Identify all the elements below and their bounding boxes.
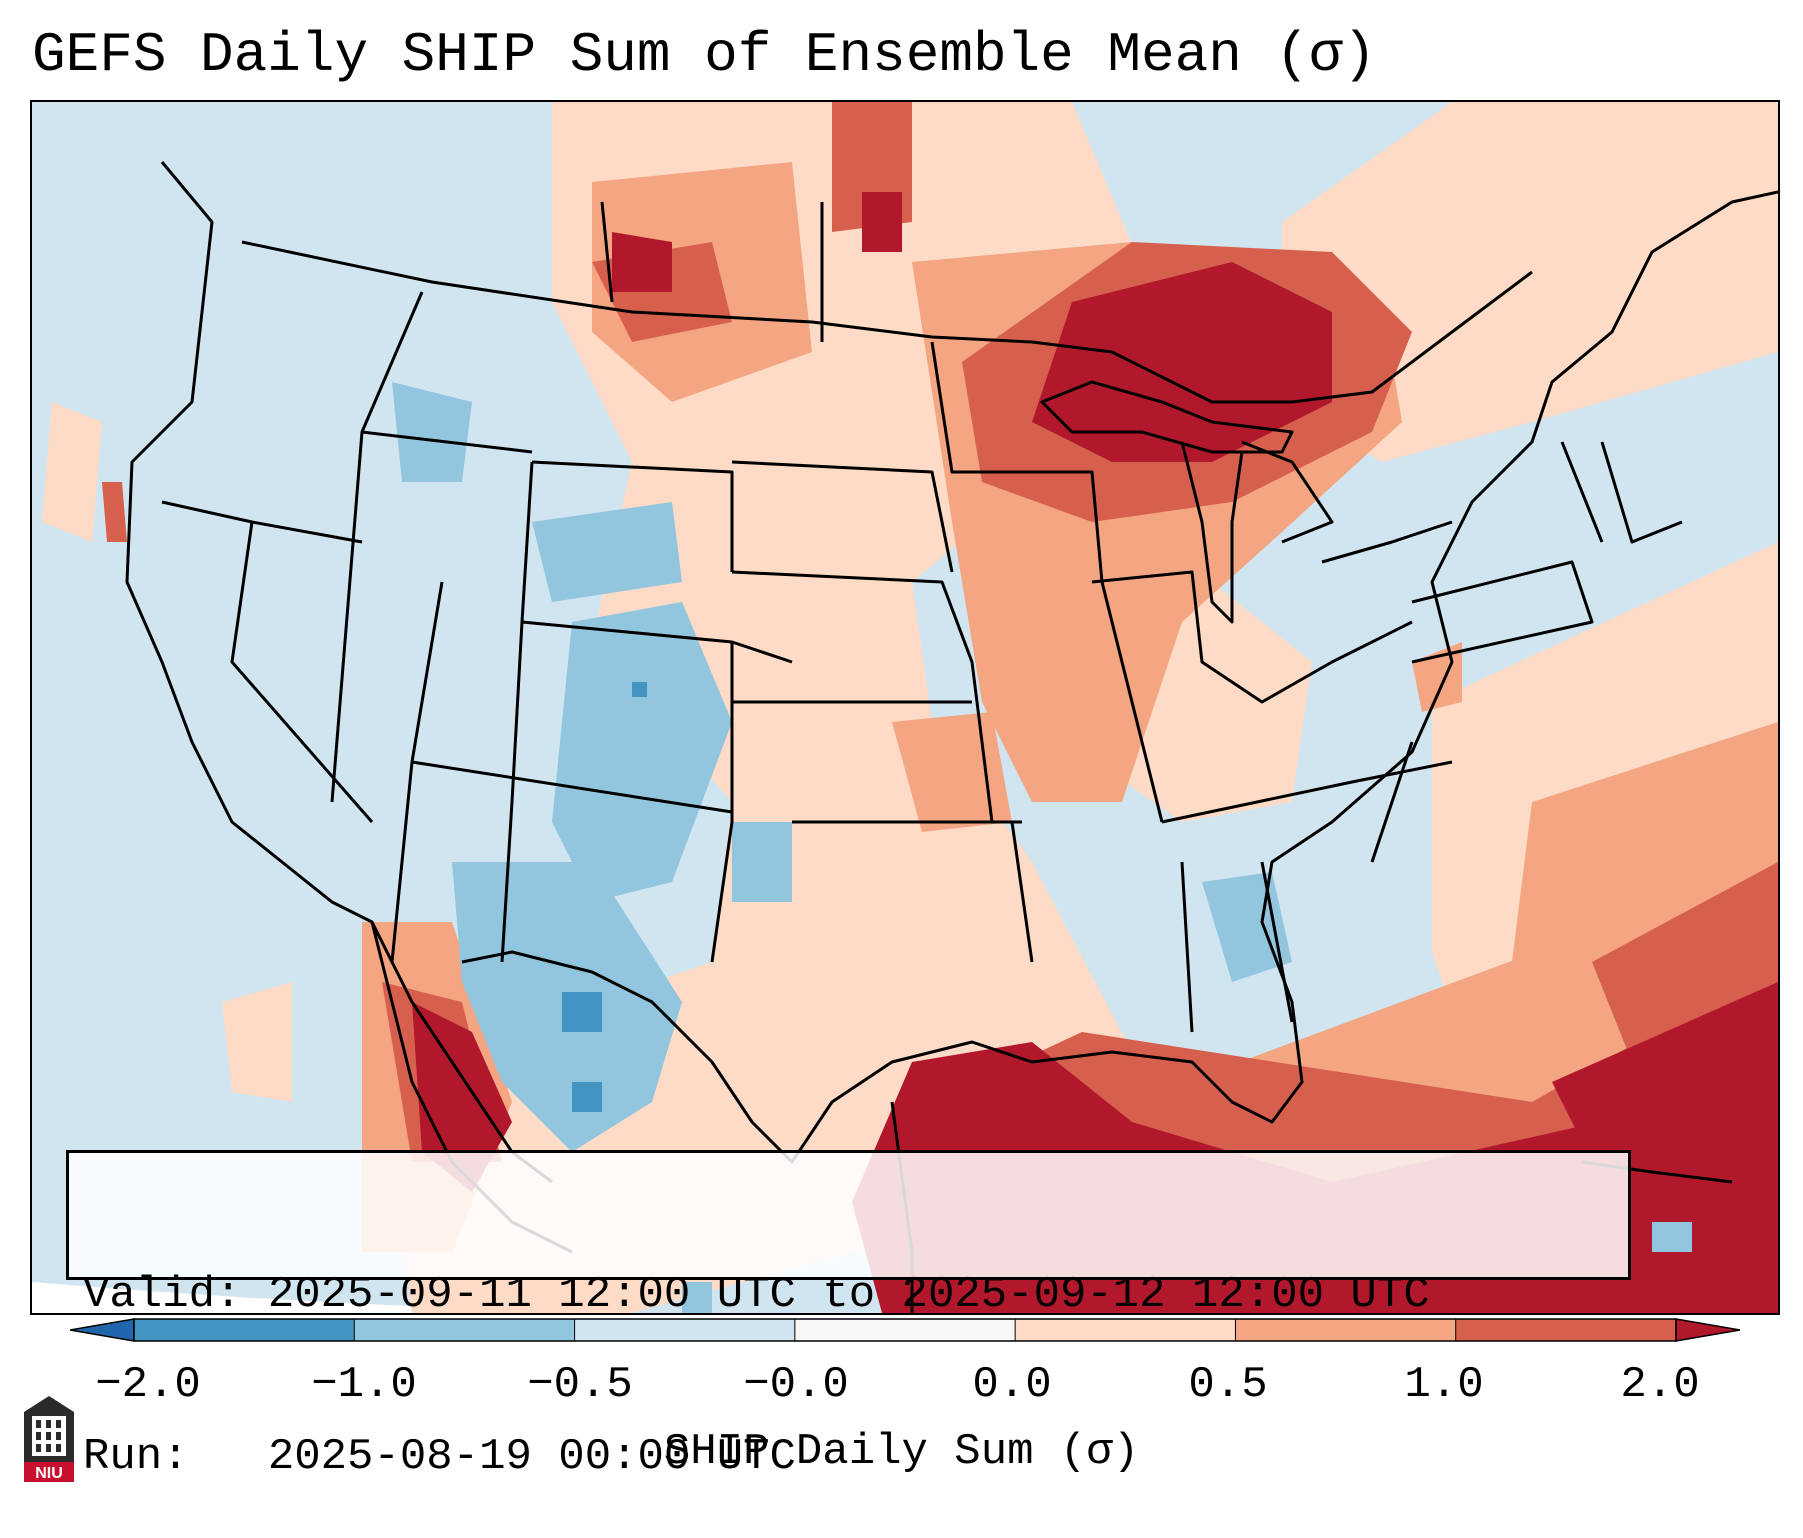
run-value: 2025-08-19 00:00 UTC <box>267 1432 796 1482</box>
colorbar-tick-label: −2.0 <box>95 1360 201 1410</box>
colorbar-extend-low <box>70 1318 135 1342</box>
colorbar-tick-label: −0.0 <box>743 1360 849 1410</box>
colorbar-segment <box>794 1319 1016 1341</box>
colorbar-segment <box>1015 1319 1236 1341</box>
colorbar-outline <box>133 1318 1677 1342</box>
colorbar-segment <box>134 1319 355 1341</box>
chart-title: GEFS Daily SHIP Sum of Ensemble Mean (σ) <box>32 23 1377 87</box>
map-outside-region <box>32 1282 632 1313</box>
valid-label: Valid: <box>83 1270 242 1320</box>
anomaly-field-light-blue <box>392 382 1692 1313</box>
map-panel[interactable] <box>30 100 1780 1315</box>
colorbar <box>70 1318 1740 1342</box>
run-label: Run: <box>83 1432 189 1482</box>
colorbar-tick-label: 1.0 <box>1404 1360 1484 1410</box>
colorbar-tick-label: −1.0 <box>311 1360 417 1410</box>
niu-building-icon: NIU <box>24 1396 74 1482</box>
map-canvas[interactable] <box>32 102 1778 1313</box>
colorbar-extend-high <box>1675 1318 1740 1342</box>
colorbar-segment <box>354 1319 576 1341</box>
valid-line: Valid: 2025-09-11 12:00 UTC to 2025-09-1… <box>83 1268 1614 1322</box>
logo-text: NIU <box>35 1465 63 1482</box>
valid-value: 2025-09-11 12:00 UTC to 2025-09-12 12:00… <box>267 1270 1430 1320</box>
colorbar-tick-label: 0.0 <box>972 1360 1052 1410</box>
colorbar-segment <box>574 1319 796 1341</box>
colorbar-segment <box>1455 1319 1677 1341</box>
run-line: Run: 2025-08-19 00:00 UTC <box>83 1430 1614 1484</box>
colorbar-tick-label: −0.5 <box>527 1360 633 1410</box>
colorbar-segment <box>1235 1319 1457 1341</box>
validity-info-box: Valid: 2025-09-11 12:00 UTC to 2025-09-1… <box>66 1150 1631 1482</box>
colorbar-tick-label: 0.5 <box>1188 1360 1268 1410</box>
anomaly-field-medium-blue <box>562 682 647 1112</box>
colorbar-label: SHIP Daily Sum (σ) <box>663 1427 1140 1477</box>
colorbar-tick-label: 2.0 <box>1620 1360 1700 1410</box>
